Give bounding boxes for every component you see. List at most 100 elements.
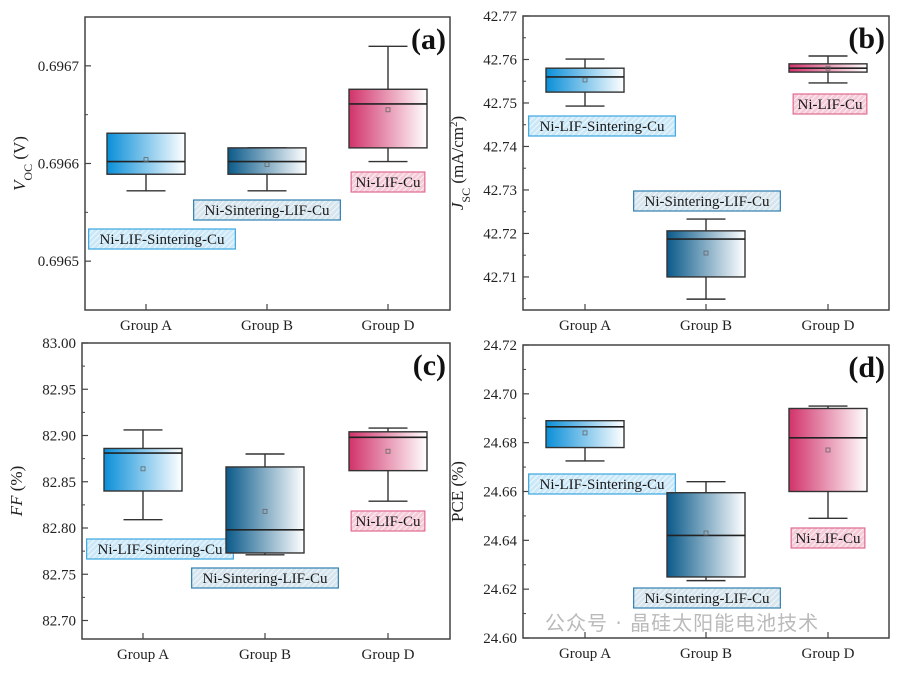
y-title-sub: OC — [21, 164, 35, 181]
box-group-d — [348, 427, 428, 502]
panel-label: (c) — [413, 349, 446, 382]
box-group-b — [225, 453, 305, 556]
y-tick-label: 0.6967 — [38, 59, 80, 75]
mean-marker — [825, 65, 831, 71]
series-label: Ni-LIF-Cu — [356, 175, 421, 191]
y-tick-label: 42.73 — [483, 183, 517, 199]
series-label-box — [88, 228, 236, 250]
series-label: Ni-LIF-Sintering-Cu — [100, 232, 225, 248]
x-tick-label: Group A — [559, 318, 611, 334]
plot-frame — [81, 342, 451, 640]
panel-label: (b) — [848, 22, 885, 55]
y-tick-label: 82.90 — [42, 429, 76, 445]
series-label: Ni-LIF-Sintering-Cu — [540, 119, 665, 135]
box-group-d — [788, 405, 868, 520]
panel-a: 0.6965 0.6966 0.6967 VOC (V) (a) Group A Ni-LI… — [10, 16, 451, 334]
series-label-box — [790, 527, 866, 549]
box-group-b — [666, 218, 746, 300]
y-title-tail: ) — [448, 116, 467, 122]
iqr-box — [348, 431, 428, 472]
y-tick-label: 24.66 — [483, 485, 517, 501]
x-tick-label: Group D — [362, 647, 415, 663]
x-tick-label: Group A — [117, 647, 169, 663]
y-tick-label: 24.72 — [483, 338, 517, 354]
mean-marker — [385, 448, 391, 454]
y-tick-label: 24.62 — [483, 582, 517, 598]
y-tick-label: 24.68 — [483, 436, 517, 452]
y-title-sub: SC — [459, 188, 473, 203]
box-group-a — [545, 58, 625, 107]
series-label-box — [633, 190, 781, 212]
series-label: Ni-LIF-Sintering-Cu — [540, 477, 665, 493]
y-title-sup: 2 — [448, 122, 460, 128]
mean-marker — [703, 530, 709, 536]
mean-marker — [385, 107, 391, 113]
series-label: Ni-LIF-Cu — [356, 514, 421, 530]
series-label-box — [350, 510, 426, 532]
x-tick-label: Group D — [362, 318, 415, 334]
mean-marker — [582, 430, 588, 436]
y-tick-label: 82.95 — [42, 382, 76, 398]
x-tick-label: Group D — [802, 646, 855, 662]
mean-marker — [703, 250, 709, 256]
y-title-main: PCE — [448, 491, 467, 522]
y-tick-label: 24.64 — [483, 533, 517, 549]
box-group-a — [103, 429, 183, 521]
panel-d: 24.60 24.62 24.64 24.66 24.68 24.70 24.72 PCE (… — [448, 338, 890, 662]
series-label-box — [528, 115, 676, 137]
y-axis-title: PCE (%) — [448, 461, 467, 522]
y-tick-label: 24.60 — [483, 631, 517, 647]
y-title-rest: (V) — [10, 136, 29, 164]
iqr-box — [545, 419, 625, 449]
y-axis-title: VOC (V) — [10, 136, 35, 191]
y-tick-label: 83.00 — [42, 336, 76, 352]
y-title-main: J — [448, 201, 467, 210]
y-title-main: FF — [7, 495, 26, 517]
y-title-rest: (%) — [448, 461, 467, 491]
iqr-box — [788, 407, 868, 493]
iqr-box — [545, 67, 625, 93]
iqr-box — [348, 88, 428, 149]
series-label-box — [633, 587, 781, 609]
iqr-box — [103, 447, 183, 492]
y-tick-label: 82.85 — [42, 475, 76, 491]
y-tick-label: 42.75 — [483, 96, 517, 112]
watermark: 公众号 · 晶硅太阳能电池技术 — [545, 611, 820, 635]
x-tick-label: Group A — [120, 318, 172, 334]
x-tick-label: Group B — [241, 318, 293, 334]
series-label: Ni-Sintering-LIF-Cu — [645, 194, 770, 210]
y-tick-label: 0.6966 — [38, 157, 80, 173]
panel-label: (d) — [848, 351, 885, 384]
panel-b: 42.71 42.72 42.73 42.74 42.75 42.76 42.77 JSC (… — [448, 9, 890, 334]
y-title-rest: (mA/cm — [448, 127, 467, 188]
box-group-a — [106, 132, 186, 192]
series-label-box — [792, 93, 868, 115]
y-tick-label: 42.76 — [483, 52, 517, 68]
y-tick-label: 82.80 — [42, 521, 76, 537]
y-tick-label: 42.77 — [483, 9, 517, 25]
y-tick-label: 82.70 — [42, 614, 76, 630]
y-title-main: V — [10, 178, 29, 191]
series-label-box — [193, 199, 341, 221]
iqr-box — [666, 230, 746, 278]
mean-marker — [262, 508, 268, 514]
x-tick-label: Group D — [802, 318, 855, 334]
series-label-box — [191, 567, 339, 589]
series-label: Ni-LIF-Cu — [796, 531, 861, 547]
series-label-box — [350, 171, 426, 193]
box-group-b — [666, 481, 746, 582]
x-tick-label: Group A — [559, 646, 611, 662]
y-tick-label: 24.70 — [483, 387, 517, 403]
x-tick-label: Group B — [239, 647, 291, 663]
x-tick-label: Group B — [680, 646, 732, 662]
mean-marker — [264, 162, 270, 167]
x-tick-label: Group B — [680, 318, 732, 334]
iqr-box — [225, 466, 305, 554]
series-label-box — [528, 473, 676, 495]
y-tick-label: 42.74 — [483, 139, 517, 155]
panel-c: 82.70 82.75 82.80 82.85 82.90 82.95 83.00 FF (%… — [7, 336, 451, 663]
box-group-d — [788, 55, 868, 84]
box-group-b — [227, 147, 307, 192]
mean-marker — [825, 447, 831, 453]
